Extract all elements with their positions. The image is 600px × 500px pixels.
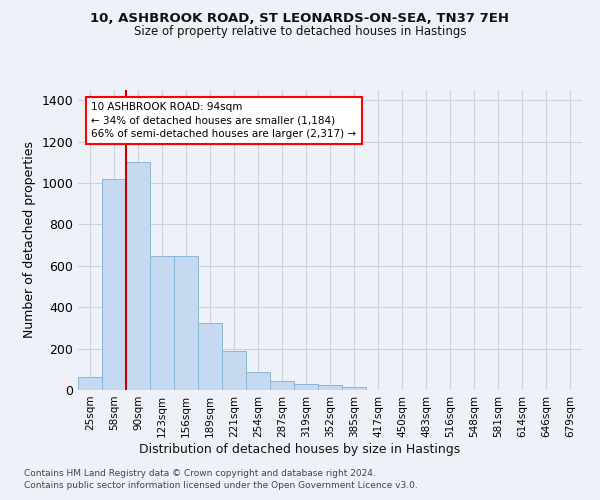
Text: Distribution of detached houses by size in Hastings: Distribution of detached houses by size …	[139, 442, 461, 456]
Bar	[318, 385, 342, 390]
Text: 10 ASHBROOK ROAD: 94sqm
← 34% of detached houses are smaller (1,184)
66% of semi: 10 ASHBROOK ROAD: 94sqm ← 34% of detache…	[91, 102, 356, 139]
Bar	[174, 256, 198, 390]
Text: Size of property relative to detached houses in Hastings: Size of property relative to detached ho…	[134, 25, 466, 38]
Bar	[294, 384, 318, 390]
Y-axis label: Number of detached properties: Number of detached properties	[23, 142, 36, 338]
Bar	[126, 162, 150, 390]
Bar	[222, 350, 246, 390]
Bar	[246, 372, 270, 390]
Text: 10, ASHBROOK ROAD, ST LEONARDS-ON-SEA, TN37 7EH: 10, ASHBROOK ROAD, ST LEONARDS-ON-SEA, T…	[91, 12, 509, 26]
Bar	[78, 376, 102, 390]
Text: Contains public sector information licensed under the Open Government Licence v3: Contains public sector information licen…	[24, 481, 418, 490]
Text: Contains HM Land Registry data © Crown copyright and database right 2024.: Contains HM Land Registry data © Crown c…	[24, 468, 376, 477]
Bar	[342, 387, 366, 390]
Bar	[150, 256, 174, 390]
Bar	[270, 380, 294, 390]
Bar	[198, 323, 222, 390]
Bar	[102, 179, 126, 390]
